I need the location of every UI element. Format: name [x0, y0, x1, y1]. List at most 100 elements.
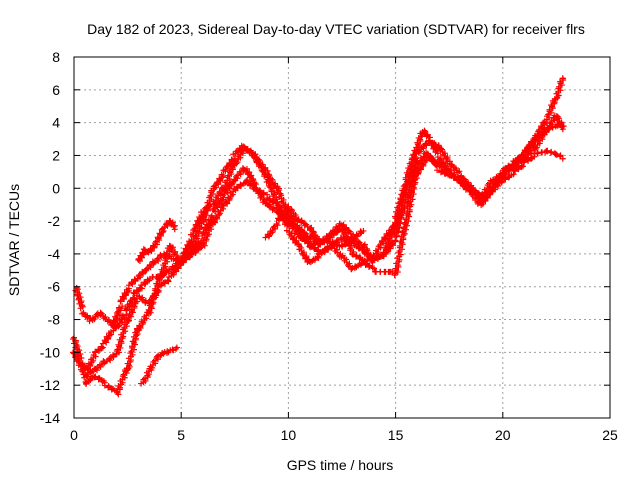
data-point: [514, 164, 521, 171]
data-point: [170, 251, 177, 258]
data-point: [228, 156, 235, 163]
data-point: [436, 163, 443, 170]
data-point: [108, 386, 115, 393]
data-point: [292, 239, 299, 246]
data-point: [478, 193, 485, 200]
data-point: [119, 303, 126, 310]
data-point: [113, 309, 120, 316]
data-point: [325, 245, 332, 252]
data-point: [556, 78, 563, 85]
data-point: [128, 279, 135, 286]
series-track-1: [69, 75, 567, 373]
data-point: [273, 220, 280, 227]
data-point: [125, 315, 132, 322]
data-point: [531, 135, 538, 142]
data-point: [388, 239, 395, 246]
y-tick-label: 8: [52, 49, 60, 65]
data-point: [154, 255, 161, 262]
data-point: [119, 312, 126, 319]
data-point: [190, 245, 197, 252]
data-point: [548, 102, 555, 109]
data-point: [538, 133, 545, 140]
data-point: [145, 306, 152, 313]
data-point: [456, 168, 463, 175]
data-point: [310, 245, 317, 252]
data-point: [338, 253, 345, 260]
data-point: [246, 174, 253, 181]
data-point: [76, 359, 83, 366]
data-point: [266, 203, 273, 210]
data-point: [333, 223, 340, 230]
data-point: [443, 156, 450, 163]
data-point: [184, 241, 191, 248]
data-point: [252, 155, 259, 162]
data-point: [512, 158, 519, 165]
data-point: [122, 319, 129, 326]
data-point: [284, 204, 291, 211]
data-point: [444, 154, 451, 161]
data-point: [357, 261, 364, 268]
data-point: [424, 151, 431, 158]
data-point: [153, 353, 160, 360]
data-point: [298, 219, 305, 226]
data-point: [518, 151, 525, 158]
data-point: [203, 221, 210, 228]
data-point: [417, 154, 424, 161]
data-point: [471, 189, 478, 196]
data-point: [164, 348, 171, 355]
data-point: [294, 216, 301, 223]
data-point: [227, 179, 234, 186]
y-tick-label: 2: [52, 147, 60, 163]
data-point: [265, 182, 272, 189]
data-point: [105, 384, 112, 391]
data-point: [366, 263, 373, 270]
data-point: [328, 244, 335, 251]
data-point: [338, 242, 345, 249]
data-point: [527, 147, 534, 154]
data-point: [171, 226, 178, 233]
data-point: [101, 337, 108, 344]
data-point: [299, 250, 306, 257]
data-point: [306, 258, 313, 265]
data-point: [511, 166, 518, 173]
data-point: [298, 228, 305, 235]
data-point: [215, 198, 222, 205]
data-point: [95, 376, 102, 383]
data-point: [218, 171, 225, 178]
data-point: [264, 174, 271, 181]
data-point: [389, 224, 396, 231]
data-point: [182, 255, 189, 262]
data-point: [98, 343, 105, 350]
data-point: [225, 172, 232, 179]
data-point: [437, 169, 444, 176]
data-point: [188, 236, 195, 243]
data-point: [360, 227, 367, 234]
data-point: [270, 224, 277, 231]
data-point: [521, 147, 528, 154]
data-point: [336, 220, 343, 227]
data-point: [392, 237, 399, 244]
data-point: [237, 181, 244, 188]
data-point: [412, 150, 419, 157]
data-point: [494, 180, 501, 187]
y-tick-label: -8: [48, 312, 61, 328]
data-point: [101, 382, 108, 389]
data-point: [97, 361, 104, 368]
data-point: [138, 282, 145, 289]
data-point: [356, 255, 363, 262]
data-point: [116, 304, 123, 311]
data-point: [426, 155, 433, 162]
data-point: [115, 341, 122, 348]
data-point: [361, 257, 368, 264]
data-point: [541, 128, 548, 135]
data-point: [454, 169, 461, 176]
y-tick-label: -6: [48, 279, 61, 295]
data-point: [505, 172, 512, 179]
data-point: [115, 308, 122, 315]
data-point: [79, 310, 86, 317]
data-point: [83, 372, 90, 379]
tick-labels: 0 5 10 15 20 25 -14 -12 -10 -8 -6 -4 -2 0 2 4 6 8: [40, 49, 618, 443]
data-point: [120, 371, 127, 378]
data-point: [131, 276, 138, 283]
